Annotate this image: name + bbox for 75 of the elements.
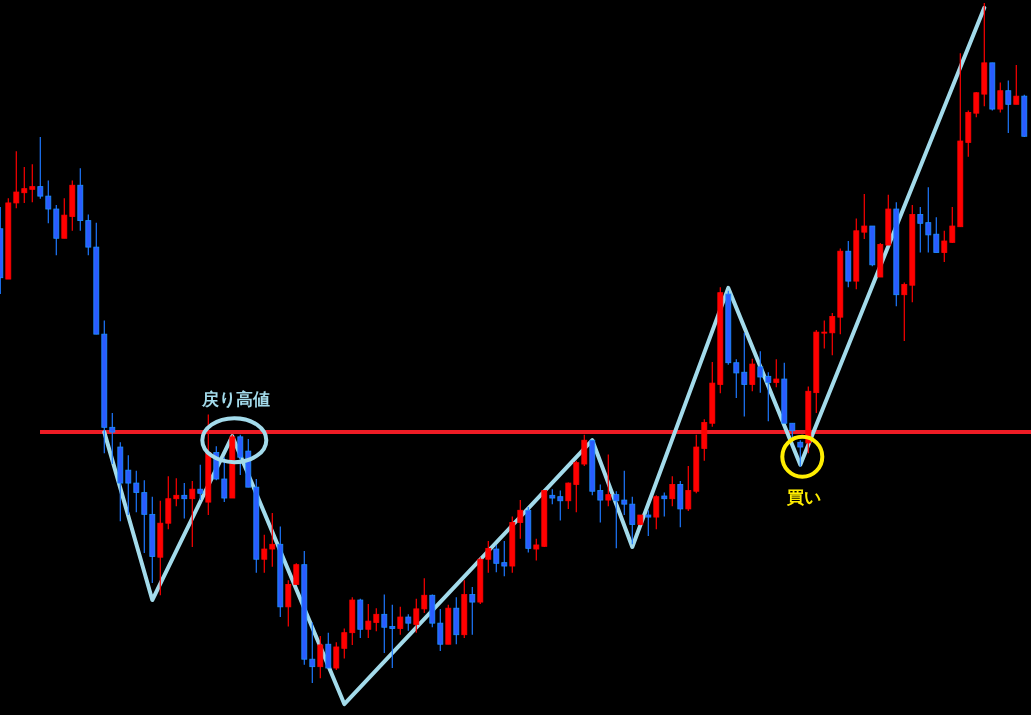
- candlestick: [221, 456, 228, 503]
- candlestick: [557, 489, 564, 522]
- candlestick: [917, 206, 924, 254]
- candlestick: [141, 479, 148, 554]
- candlestick: [413, 598, 420, 634]
- candlestick: [125, 454, 132, 516]
- candlestick: [573, 460, 580, 513]
- candlestick: [317, 635, 324, 679]
- candlestick: [973, 91, 980, 118]
- candlestick: [1013, 64, 1020, 105]
- candlestick: [365, 603, 372, 639]
- candlestick: [189, 480, 196, 548]
- candlestick: [757, 350, 764, 394]
- candlestick: [765, 371, 772, 422]
- candlestick: [669, 475, 676, 507]
- candlestick: [933, 216, 940, 254]
- candlestick: [741, 332, 748, 418]
- candlestick: [437, 608, 444, 652]
- candlestick: [517, 499, 524, 540]
- candlestick: [421, 577, 428, 614]
- candlestick: [661, 492, 668, 517]
- candlestick: [501, 540, 508, 577]
- candlestick: [605, 453, 612, 507]
- candlestick: [21, 166, 28, 204]
- candlestick: [197, 464, 204, 501]
- candlestick: [533, 538, 540, 562]
- candlestick: [749, 358, 756, 392]
- candlestick: [389, 604, 396, 669]
- candlestick: [325, 632, 332, 669]
- candlestick: [469, 586, 476, 636]
- candlestick: [285, 579, 292, 628]
- candlestick: [597, 483, 604, 524]
- candlestick: [485, 540, 492, 574]
- candlestick: [581, 434, 588, 467]
- candlestick: [797, 439, 804, 468]
- candlestick: [37, 136, 44, 200]
- candlestick: [493, 544, 500, 573]
- candlestick: [309, 621, 316, 684]
- candlestick: [861, 193, 868, 240]
- candlestick: [373, 607, 380, 632]
- candlestick: [45, 179, 52, 224]
- candlestick: [821, 319, 828, 350]
- candlestick: [381, 594, 388, 654]
- candlestick: [341, 628, 348, 660]
- candlestick: [941, 230, 948, 263]
- candlestick: [925, 186, 932, 254]
- candlestick: [173, 477, 180, 507]
- candlestick: [645, 509, 652, 537]
- candlestick: [397, 606, 404, 636]
- candlestick: [613, 490, 620, 549]
- annotation: 買い: [786, 486, 822, 507]
- candlestick: [13, 150, 20, 209]
- candlestick: [621, 470, 628, 516]
- candlestick: [565, 481, 572, 510]
- candlestick: [997, 81, 1004, 114]
- candlestick: [1005, 79, 1012, 134]
- candlestick: [109, 412, 116, 465]
- candlestick: [653, 494, 660, 530]
- candlestick: [629, 496, 636, 545]
- candlestick: [829, 312, 836, 356]
- candlestick: [237, 434, 244, 476]
- candlestick: [733, 358, 740, 399]
- candlestick: [685, 465, 692, 512]
- candlestick: [133, 470, 140, 513]
- candlestick: [333, 641, 340, 671]
- candlestick: [181, 482, 188, 520]
- candlestick: [293, 562, 300, 585]
- candlestick: [261, 534, 268, 574]
- candlestick: [773, 358, 780, 388]
- candlestick: [29, 163, 36, 203]
- candlestick: [901, 281, 908, 342]
- candlestick: [269, 512, 276, 568]
- candlestick: [61, 197, 68, 239]
- annotation: 戻り高値: [201, 389, 271, 410]
- candlestick: [949, 206, 956, 244]
